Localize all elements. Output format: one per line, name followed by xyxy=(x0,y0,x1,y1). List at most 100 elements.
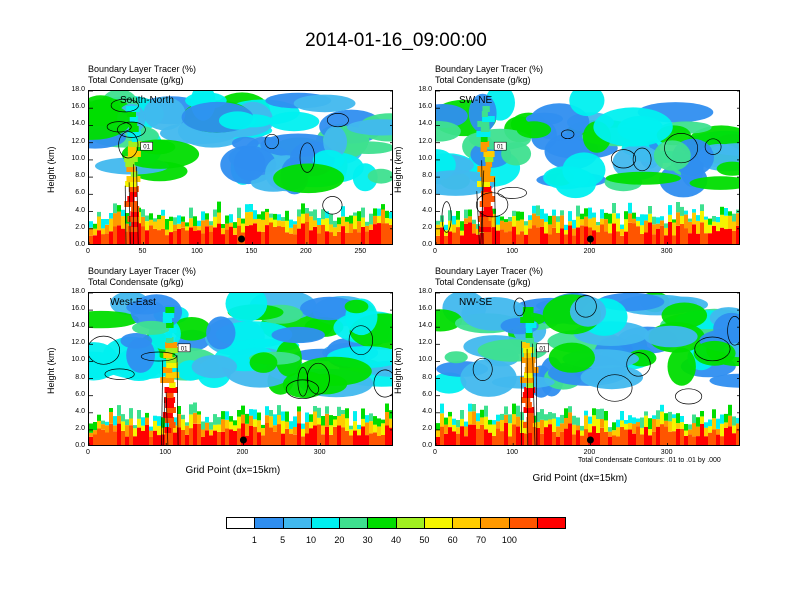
heatmap-cell xyxy=(337,217,341,225)
heatmap-cell xyxy=(576,425,580,431)
heatmap-cell xyxy=(620,420,624,427)
heatmap-cell xyxy=(444,417,448,425)
heatmap-cell xyxy=(612,203,616,214)
heatmap-cell xyxy=(636,226,640,244)
heatmap-cell xyxy=(728,228,732,244)
heatmap-cell xyxy=(524,367,539,373)
heatmap-cell xyxy=(544,427,548,445)
heatmap-cell xyxy=(456,211,460,220)
contour-line xyxy=(264,133,279,150)
heatmap-cell xyxy=(444,230,448,236)
heatmap-cell xyxy=(201,429,205,437)
heatmap-cell xyxy=(648,418,652,429)
heatmap-cell xyxy=(588,218,592,228)
heatmap-cell xyxy=(560,228,564,244)
heatmap-cell xyxy=(241,423,245,445)
ytick-label: 0.0 xyxy=(422,442,432,449)
heatmap-cell xyxy=(664,223,668,228)
heatmap-cell xyxy=(101,420,105,425)
heatmap-cell xyxy=(736,417,739,424)
heatmap-cell xyxy=(305,208,309,214)
ytick-label: 18.0 xyxy=(418,86,432,93)
heatmap-cell xyxy=(191,355,237,379)
heatmap-cell xyxy=(600,218,604,225)
heatmap-cell xyxy=(169,327,177,333)
colorbar-label: 60 xyxy=(447,535,458,545)
heatmap-cell xyxy=(720,206,724,215)
heatmap-cell xyxy=(157,219,161,231)
heatmap-cell xyxy=(129,418,133,426)
heatmap-cell xyxy=(508,221,512,232)
heatmap-cell xyxy=(257,432,261,445)
heatmap-cell xyxy=(341,410,345,415)
heatmap-cell xyxy=(189,404,193,415)
colorbar-box xyxy=(283,518,312,528)
heatmap-cell xyxy=(285,428,289,445)
contour-label: 01 xyxy=(143,145,150,151)
heatmap-cell xyxy=(293,434,297,445)
heatmap-cell xyxy=(508,217,512,222)
heatmap-cell xyxy=(317,407,321,418)
heatmap-cell xyxy=(479,226,492,232)
heatmap-cell xyxy=(289,227,293,234)
heatmap-cell xyxy=(584,429,588,445)
heatmap-cell xyxy=(261,211,265,220)
heatmap-cell xyxy=(556,436,560,445)
heatmap-cell xyxy=(480,171,491,177)
heatmap-cell xyxy=(552,209,556,216)
heatmap-cell xyxy=(325,426,329,445)
heatmap-cell xyxy=(205,422,209,431)
heatmap-cell xyxy=(385,403,389,412)
heatmap-cell xyxy=(317,424,321,445)
panel-name: SW-NE xyxy=(459,95,493,106)
heatmap-cell xyxy=(484,224,488,244)
heatmap-cell xyxy=(365,415,369,423)
heatmap-cell xyxy=(257,420,261,433)
heatmap-cell xyxy=(317,417,321,425)
heatmap-cell xyxy=(436,372,467,394)
heatmap-cell xyxy=(584,208,588,217)
heatmap-cell xyxy=(668,214,672,222)
heatmap-cell xyxy=(560,210,564,216)
heatmap-cell xyxy=(89,432,93,437)
heatmap-svg: 01 xyxy=(436,91,739,244)
heatmap-cell xyxy=(496,428,500,445)
heatmap-cell xyxy=(389,218,392,225)
heatmap-cell xyxy=(297,209,301,217)
heatmap-cell xyxy=(680,206,684,216)
contour-label: 01 xyxy=(497,145,504,151)
heatmap-cell xyxy=(483,186,492,192)
heatmap-cell xyxy=(504,423,508,445)
heatmap-cell xyxy=(700,222,704,244)
heatmap-cell xyxy=(712,225,716,244)
contour-label-box xyxy=(177,343,191,353)
heatmap-cell xyxy=(532,205,536,214)
heatmap-cell xyxy=(712,429,716,445)
contour-line xyxy=(610,149,637,169)
heatmap-cell xyxy=(321,425,325,435)
heatmap-cell xyxy=(536,427,540,445)
heatmap-cell xyxy=(436,220,440,225)
heatmap-cell xyxy=(605,171,681,185)
heatmap-cell xyxy=(660,404,664,412)
heatmap-cell xyxy=(337,224,341,232)
heatmap-cell xyxy=(301,436,305,445)
heatmap-cell xyxy=(221,224,225,229)
heatmap-svg: 01 xyxy=(436,293,739,445)
heatmap-cell xyxy=(636,220,640,227)
heatmap-cell xyxy=(608,427,612,432)
heatmap-cell xyxy=(345,408,349,419)
heatmap-cell xyxy=(249,225,253,244)
heatmap-cell xyxy=(536,227,540,244)
heatmap-cell xyxy=(145,221,149,231)
heatmap-cell xyxy=(89,423,93,433)
colorbar-box xyxy=(255,518,284,528)
heatmap-cell xyxy=(385,218,389,224)
ytick-label: 8.0 xyxy=(75,172,85,180)
heatmap-cell xyxy=(333,419,337,427)
heatmap-cell xyxy=(736,213,739,226)
heatmap-cell xyxy=(129,231,133,244)
heatmap-cell xyxy=(166,392,174,398)
ytick-label: 10.0 xyxy=(71,356,85,364)
heatmap-cell xyxy=(128,126,139,132)
